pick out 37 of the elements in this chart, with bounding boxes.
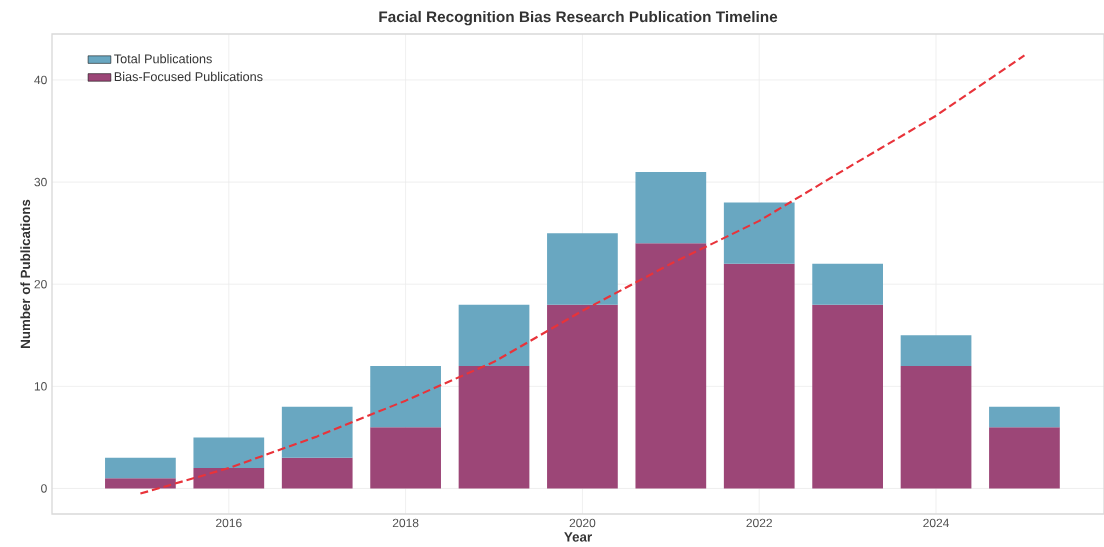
bar (723, 202, 795, 264)
x-axis-title: Year (564, 532, 592, 542)
x-tick-label: 2020 (569, 518, 596, 528)
bar (193, 468, 265, 489)
x-tick-label: 2024 (923, 518, 950, 528)
y-tick-label: 0 (41, 484, 47, 493)
bar (900, 365, 972, 489)
bar (723, 263, 795, 489)
bar (281, 406, 353, 458)
bar (812, 263, 883, 305)
chart-title: Facial Recognition Bias Research Publication Timeline (379, 10, 778, 26)
bar (900, 335, 972, 366)
bar (105, 478, 176, 489)
bar (989, 427, 1060, 489)
legend-label: Total Publications (114, 54, 212, 64)
bar (635, 171, 707, 244)
bar (458, 304, 530, 366)
bar (635, 243, 707, 489)
x-tick-label: 2018 (392, 518, 419, 528)
bar (370, 427, 441, 489)
y-tick-label: 40 (34, 75, 47, 85)
bar (458, 365, 530, 489)
y-tick-label: 20 (34, 279, 47, 289)
x-tick-label: 2016 (216, 518, 242, 528)
x-tick-label: 2022 (746, 518, 772, 528)
bar (281, 457, 353, 489)
bar (370, 365, 441, 428)
y-tick-label: 10 (34, 382, 47, 391)
y-tick-label: 30 (34, 177, 47, 187)
y-axis-title: Number of Publications (20, 199, 31, 348)
bar (547, 233, 618, 305)
bar (812, 304, 883, 489)
bar (989, 406, 1060, 428)
bar (547, 304, 618, 489)
legend-label: Bias-Focused Publications (114, 71, 263, 82)
bar (193, 437, 265, 469)
bar (105, 457, 176, 479)
